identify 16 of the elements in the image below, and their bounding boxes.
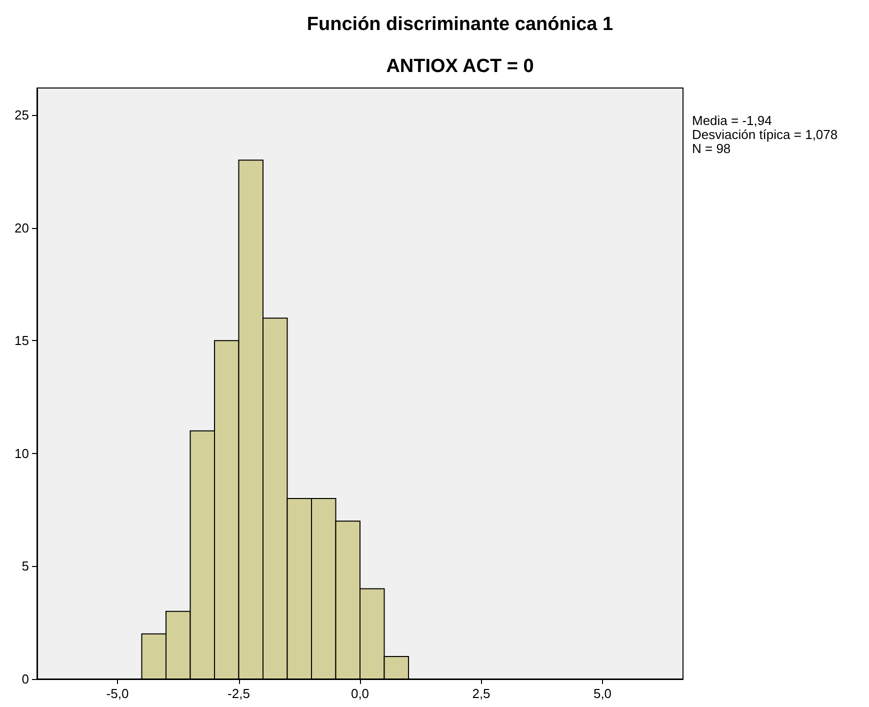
chart-subtitle: ANTIOX ACT = 0: [386, 56, 534, 77]
y-tick-label: 0: [22, 672, 29, 686]
x-tick-label: 0,0: [350, 686, 370, 701]
text: N = 98: [692, 141, 731, 156]
x-tick-label: -2,5: [228, 686, 250, 701]
y-tick-label: 15: [14, 333, 29, 348]
y-tick-label: 10: [14, 446, 29, 461]
text: Media = -1,94: [692, 113, 772, 128]
x-tick-label: 2,5: [472, 686, 490, 701]
y-tick-label: 25: [14, 108, 29, 123]
x-tick-label: -5,0: [106, 686, 129, 701]
y-tick-label: 20: [14, 220, 29, 236]
chart-title: Función discriminante canónica 1: [306, 14, 614, 35]
text: Desviación típica = 1,078: [692, 127, 838, 142]
y-tick-label: 5: [22, 558, 29, 574]
x-tick-label: 5,0: [593, 686, 612, 701]
